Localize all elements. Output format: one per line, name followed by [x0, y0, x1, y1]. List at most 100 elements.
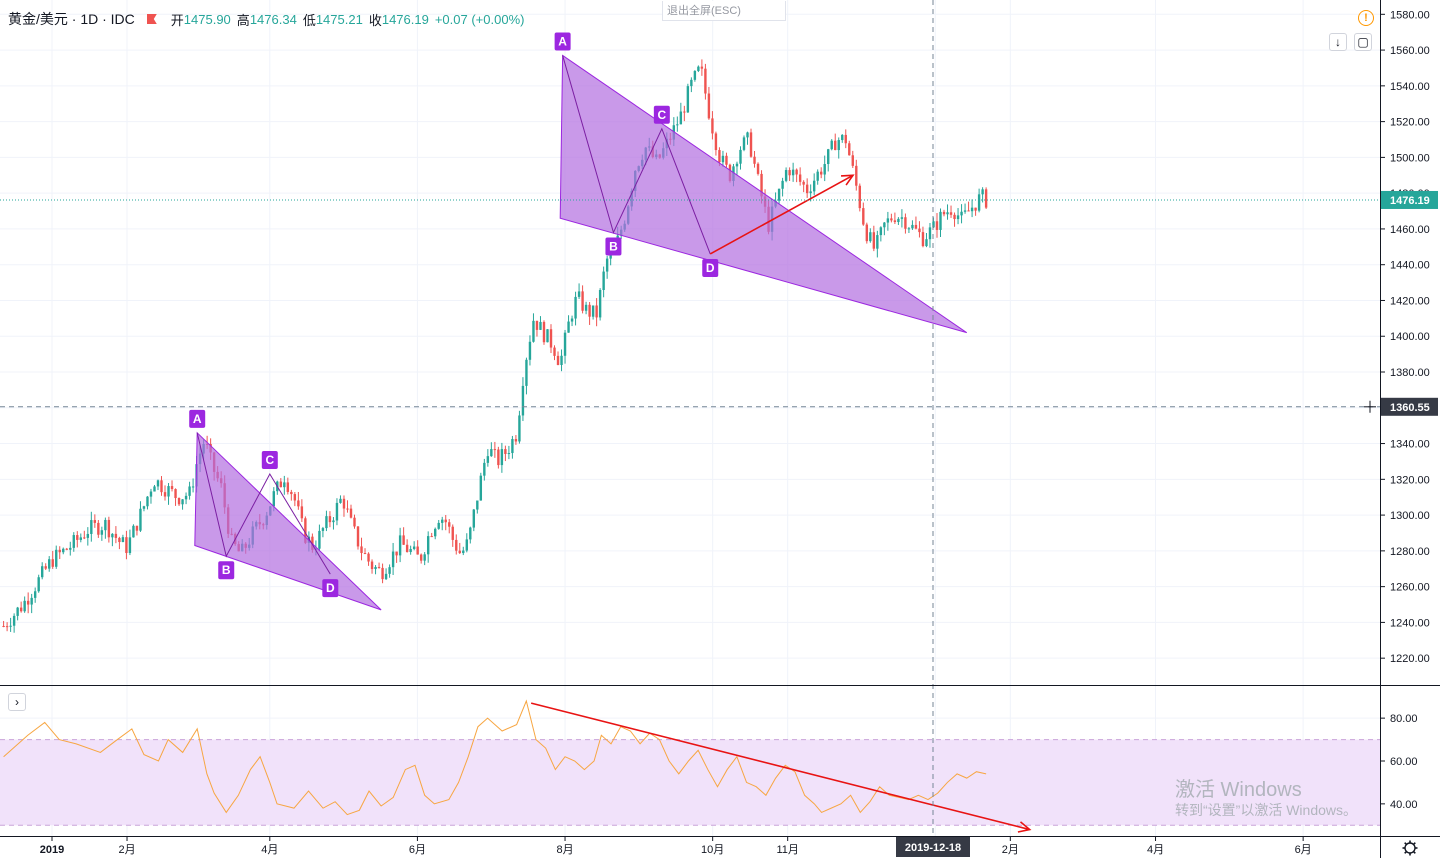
price-axis-label: 1380.00 [1390, 367, 1430, 379]
candle-body [542, 321, 546, 343]
candle-body [9, 625, 12, 627]
candle-body [297, 500, 300, 507]
rsi-axis-label: 40.00 [1390, 799, 1418, 811]
candle-body [598, 290, 602, 318]
gear-icon-tooth[interactable] [1412, 842, 1416, 846]
price-trend-arrow-line[interactable] [709, 174, 854, 255]
candle-body [795, 169, 798, 175]
symbol-title[interactable]: 黄金/美元 · 1D · IDC [8, 11, 135, 27]
candle-body [86, 533, 90, 538]
candle-body [65, 548, 68, 550]
reset-icon[interactable]: ▢ [1354, 33, 1372, 51]
candle-body [777, 188, 781, 201]
candle-body [921, 232, 925, 247]
candle-body [595, 305, 598, 318]
crosshair-price-badge [1381, 397, 1438, 416]
warning-icon[interactable]: ! [1358, 10, 1374, 26]
price-axis-label: 1400.00 [1390, 331, 1430, 343]
candle-body [16, 607, 19, 616]
candle-body [58, 549, 61, 553]
gear-icon-tooth[interactable] [1404, 850, 1408, 854]
candle-body [174, 489, 177, 499]
candle-body [960, 211, 963, 216]
candle-body [841, 134, 844, 141]
low-label: 低 [302, 12, 316, 28]
time-axis-label: 4月 [1147, 844, 1164, 856]
pattern-point-a-badge[interactable] [189, 409, 206, 428]
candle-body [707, 93, 711, 119]
candle-body [711, 118, 714, 134]
pattern-point-c-badge[interactable] [653, 105, 670, 124]
candle-body [469, 527, 472, 540]
pattern-point-c-label: C [265, 453, 274, 467]
price-axis: 1580.001560.001540.001520.001500.001480.… [1380, 9, 1438, 665]
price-axis-label: 1300.00 [1390, 510, 1430, 522]
price-axis-label: 1240.00 [1390, 617, 1430, 629]
time-axis-label: 4月 [261, 844, 278, 856]
arrow-down-icon[interactable]: ↓ [1329, 33, 1347, 51]
last-price-label: 1476.19 [1390, 195, 1430, 207]
candle-body [676, 124, 679, 126]
pattern-point-b-badge[interactable] [605, 237, 622, 256]
candle-body [430, 536, 433, 538]
candle-body [974, 207, 977, 211]
pattern-triangle[interactable] [194, 431, 382, 611]
candle-body [441, 519, 444, 523]
price-axis-label: 1500.00 [1390, 152, 1430, 164]
candle-body [426, 536, 430, 555]
price-trend-arrow-head [840, 174, 855, 186]
pattern-triangle[interactable] [559, 54, 968, 334]
candle-body [156, 480, 160, 487]
candle-body [869, 232, 872, 242]
candle-body [876, 235, 879, 249]
price-axis-label: 1280.00 [1390, 546, 1430, 558]
candle-body [363, 553, 367, 555]
candle-body [939, 211, 942, 230]
price-axis-label: 1420.00 [1390, 295, 1430, 307]
candle-body [907, 228, 911, 230]
flag-icon[interactable] [146, 14, 157, 24]
candle-body [819, 171, 823, 175]
candle-body [325, 516, 328, 529]
candle-body [897, 218, 900, 223]
candle-body [479, 475, 483, 501]
exit-fullscreen-button[interactable]: 退出全屏(ESC) [662, 1, 786, 21]
candle-body [367, 553, 370, 562]
pattern-point-d-badge[interactable] [322, 579, 339, 598]
candle-body [79, 537, 82, 540]
candle-body [858, 185, 861, 209]
candle-body [332, 520, 335, 523]
candle-body [865, 224, 869, 242]
candle-body [405, 544, 409, 553]
candle-body [19, 607, 23, 612]
candle-body [827, 149, 830, 165]
candle-body [911, 224, 914, 229]
pattern-point-d-badge[interactable] [702, 258, 719, 277]
candle-body [872, 232, 876, 249]
rsi-axis-label: 80.00 [1390, 713, 1418, 725]
candle-body [812, 180, 816, 192]
pattern-point-a-badge[interactable] [554, 32, 571, 51]
gear-icon[interactable] [1402, 840, 1418, 856]
candle-body [539, 321, 542, 330]
candle-body [823, 164, 826, 175]
gear-icon-tooth[interactable] [1404, 842, 1408, 846]
gear-icon-tooth[interactable] [1412, 850, 1416, 854]
chevron-right-icon[interactable]: › [8, 693, 26, 711]
candle-body [388, 567, 391, 574]
candle-body [493, 449, 497, 451]
price-axis-label: 1580.00 [1390, 9, 1430, 21]
candle-body [114, 533, 118, 538]
candle-body [462, 550, 465, 554]
candle-body [419, 554, 423, 561]
candle-body [581, 291, 584, 311]
candle-body [798, 174, 802, 182]
pattern-point-b-badge[interactable] [218, 561, 235, 580]
time-axis-label: 10月 [701, 844, 724, 856]
candle-body [697, 66, 700, 71]
candle-body [374, 566, 377, 570]
rsi-trend-arrow-line[interactable] [530, 702, 1030, 831]
gear-icon-ring[interactable] [1404, 842, 1416, 854]
pattern-point-c-badge[interactable] [261, 450, 278, 469]
